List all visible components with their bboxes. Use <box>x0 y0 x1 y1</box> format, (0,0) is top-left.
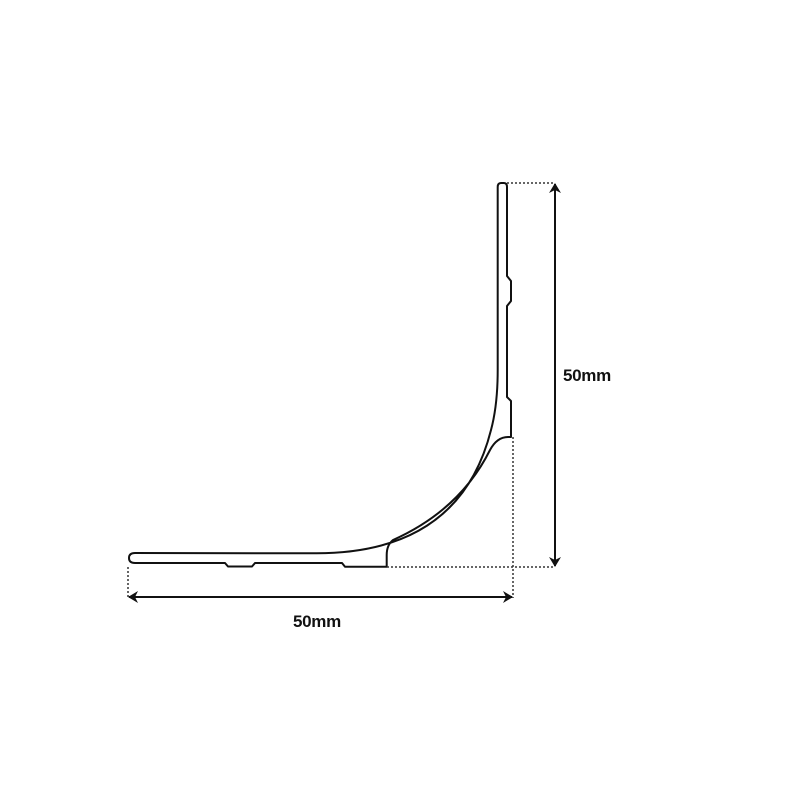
height-dimension-label: 50mm <box>563 366 611 385</box>
width-dimension-label: 50mm <box>293 612 341 631</box>
profile-outline <box>128 182 512 568</box>
extension-lines <box>127 182 555 598</box>
